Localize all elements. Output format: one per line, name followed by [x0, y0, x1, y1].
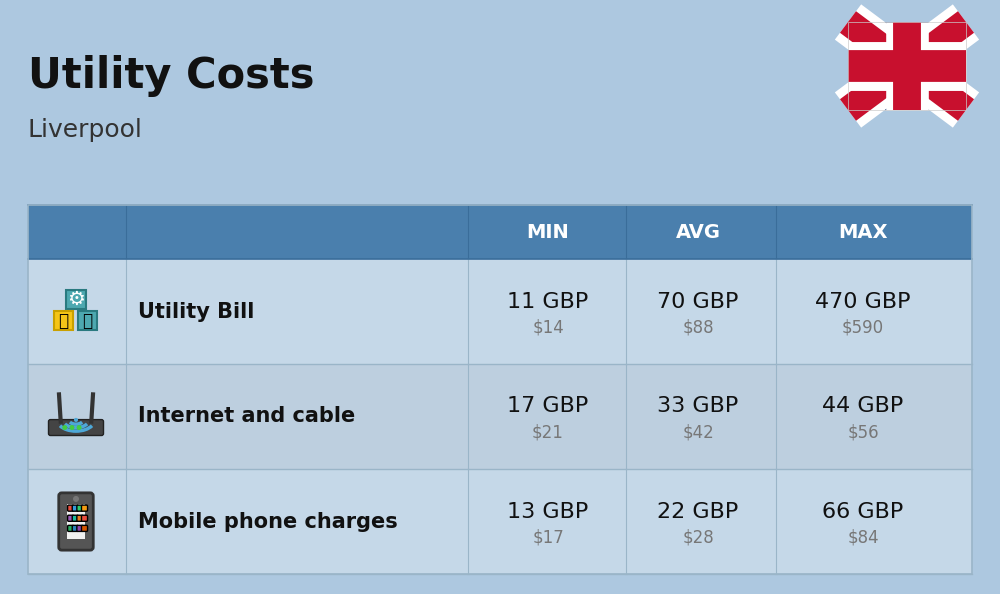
FancyBboxPatch shape [72, 525, 78, 532]
Bar [28, 364, 972, 469]
FancyBboxPatch shape [77, 505, 83, 511]
Text: Utility Bill: Utility Bill [138, 302, 254, 321]
Text: $21: $21 [532, 424, 564, 441]
FancyBboxPatch shape [77, 525, 83, 532]
Text: ⚙: ⚙ [67, 290, 85, 309]
FancyBboxPatch shape [54, 311, 73, 330]
Bar [28, 205, 972, 259]
Text: Utility Costs: Utility Costs [28, 55, 314, 97]
Text: 22 GBP: 22 GBP [657, 501, 739, 522]
Text: 70 GBP: 70 GBP [657, 292, 739, 311]
Text: $56: $56 [847, 424, 879, 441]
Text: Mobile phone charges: Mobile phone charges [138, 511, 398, 532]
Text: 17 GBP: 17 GBP [507, 397, 589, 416]
FancyBboxPatch shape [72, 515, 78, 522]
Bar [848, 22, 966, 110]
Circle shape [77, 425, 82, 430]
Text: 470 GBP: 470 GBP [815, 292, 911, 311]
Bar [28, 259, 972, 364]
Circle shape [74, 418, 78, 422]
FancyBboxPatch shape [81, 525, 88, 532]
Circle shape [69, 425, 74, 430]
FancyBboxPatch shape [77, 515, 83, 522]
FancyBboxPatch shape [66, 290, 86, 309]
Text: 44 GBP: 44 GBP [822, 397, 904, 416]
FancyBboxPatch shape [81, 505, 88, 511]
Text: 66 GBP: 66 GBP [822, 501, 904, 522]
Bar [67, 504, 85, 539]
Text: 🔌: 🔌 [59, 312, 69, 330]
Text: 33 GBP: 33 GBP [657, 397, 739, 416]
FancyBboxPatch shape [59, 493, 93, 550]
Text: $28: $28 [682, 529, 714, 546]
Text: MIN: MIN [527, 223, 569, 242]
FancyBboxPatch shape [68, 505, 74, 511]
Text: $14: $14 [532, 318, 564, 336]
Bar [848, 22, 966, 110]
Text: 💧: 💧 [83, 312, 93, 330]
FancyBboxPatch shape [72, 505, 78, 511]
Circle shape [62, 425, 67, 430]
Text: Internet and cable: Internet and cable [138, 406, 355, 426]
Text: $590: $590 [842, 318, 884, 336]
Text: $17: $17 [532, 529, 564, 546]
Bar [28, 469, 972, 574]
FancyBboxPatch shape [48, 419, 104, 435]
Text: $42: $42 [682, 424, 714, 441]
FancyBboxPatch shape [81, 515, 88, 522]
Text: $84: $84 [847, 529, 879, 546]
Text: 11 GBP: 11 GBP [507, 292, 589, 311]
Text: $88: $88 [682, 318, 714, 336]
FancyBboxPatch shape [68, 525, 74, 532]
Bar [28, 205, 972, 574]
FancyBboxPatch shape [78, 311, 97, 330]
Text: AVG: AVG [676, 223, 720, 242]
Text: Liverpool: Liverpool [28, 118, 143, 142]
Text: MAX: MAX [838, 223, 888, 242]
Text: 13 GBP: 13 GBP [507, 501, 589, 522]
Circle shape [72, 495, 80, 503]
FancyBboxPatch shape [68, 515, 74, 522]
